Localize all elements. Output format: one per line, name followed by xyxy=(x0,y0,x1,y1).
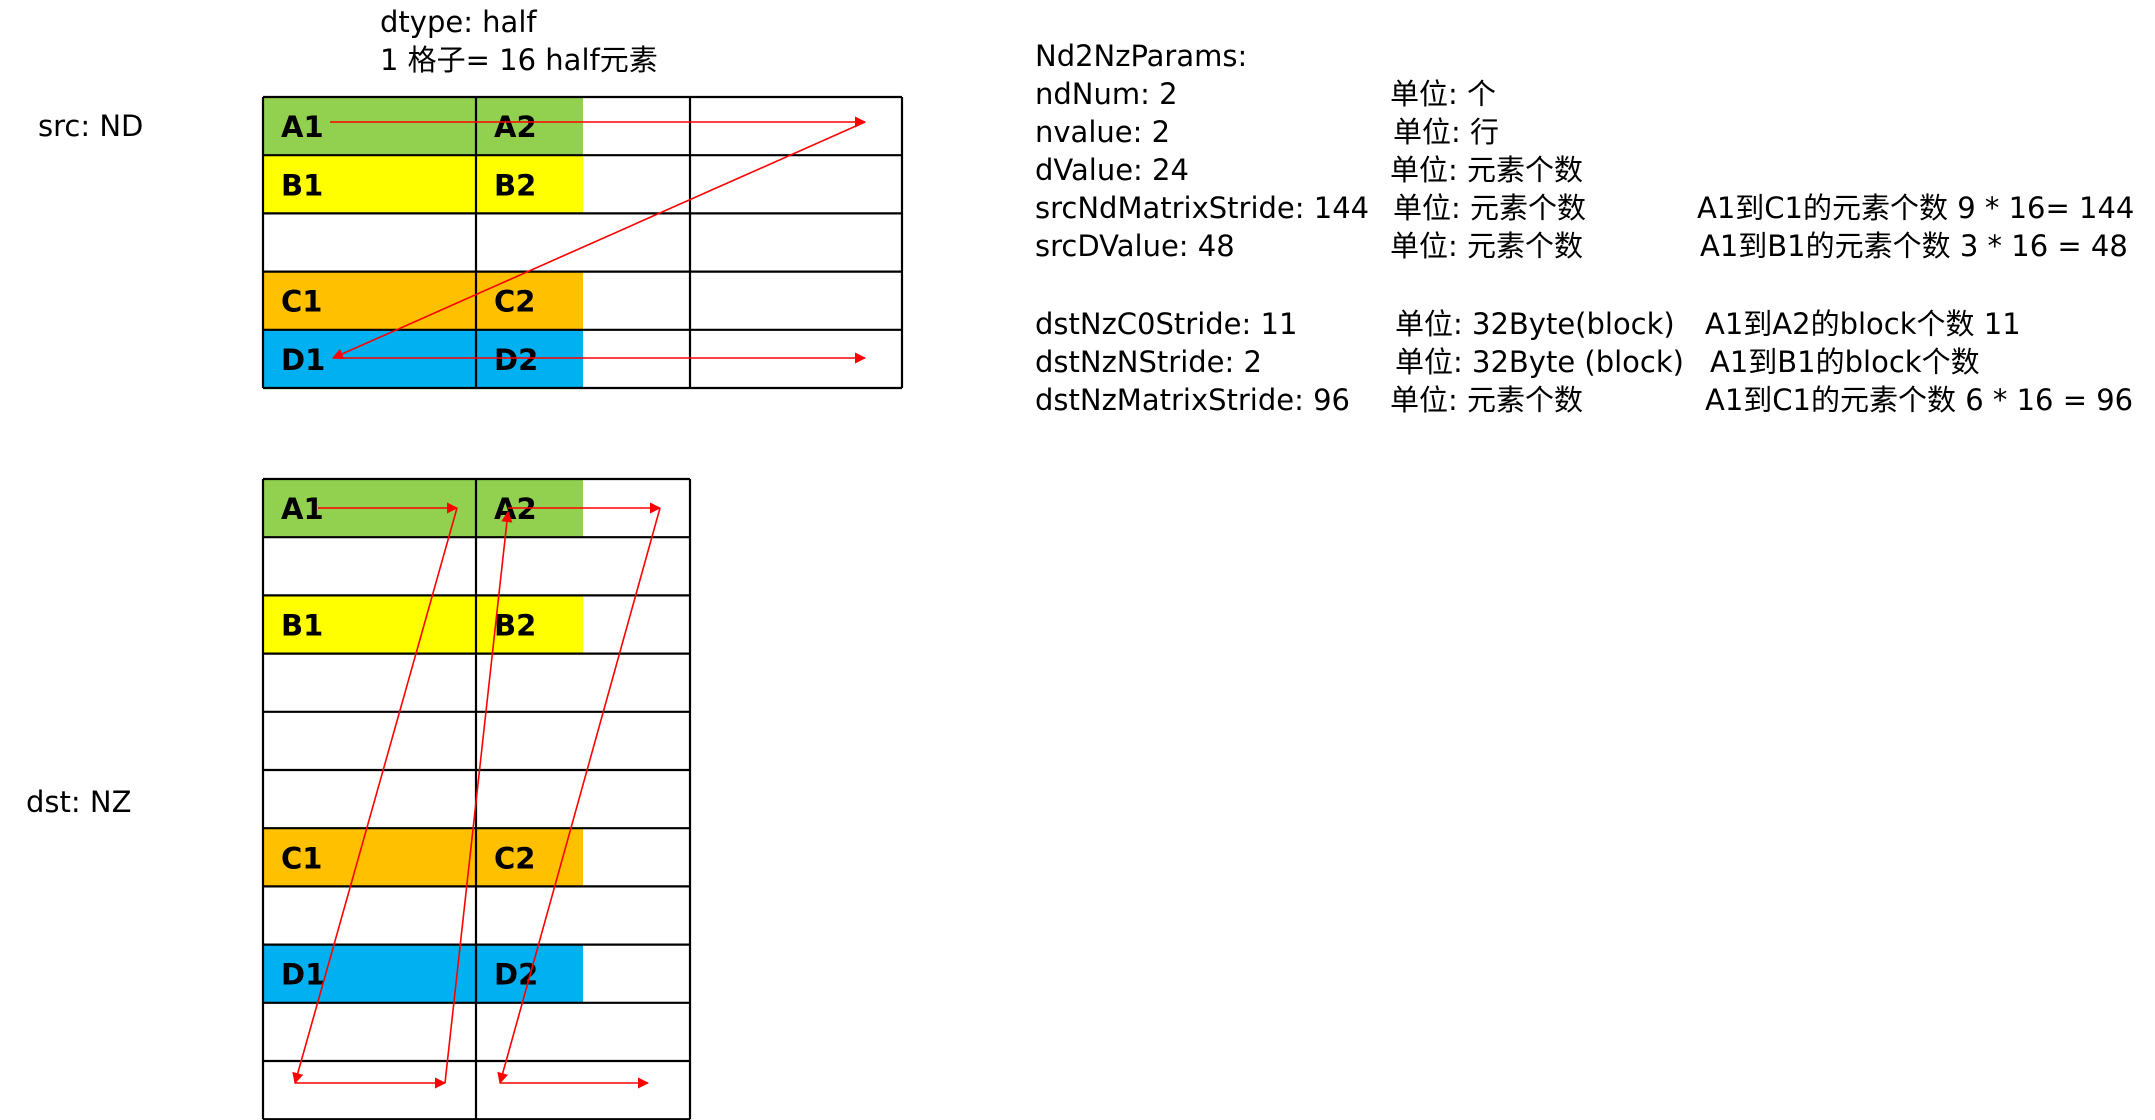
src-cell-label: D1 xyxy=(281,343,325,377)
param-unit: 单位: 元素个数 xyxy=(1390,229,1583,263)
param-unit: 单位: 元素个数 xyxy=(1390,153,1583,187)
dst-cell-label: D1 xyxy=(281,958,325,992)
param-name: dstNzC0Stride: 11 xyxy=(1035,307,1297,341)
dst-cell-label: A2 xyxy=(494,492,537,526)
param-unit: 单位: 元素个数 xyxy=(1393,191,1586,225)
dst-cell-fill xyxy=(263,944,476,1003)
param-unit: 单位: 元素个数 xyxy=(1390,383,1583,417)
cell-size-label: 1 格子= 16 half元素 xyxy=(380,43,658,77)
src-cell-fill xyxy=(263,155,476,214)
src-cell-fill xyxy=(476,329,583,388)
src-arrow-diagonal xyxy=(331,121,866,360)
dst-cell-label: A1 xyxy=(281,492,324,526)
param-name: ndNum: 2 xyxy=(1035,77,1178,111)
src-cell-label: B2 xyxy=(494,168,536,202)
dst-traversal-arrows xyxy=(292,502,662,1089)
param-unit: 单位: 32Byte (block) xyxy=(1395,345,1684,379)
param-name: srcDValue: 48 xyxy=(1035,229,1235,263)
param-note: A1到B1的元素个数 3 * 16 = 48 xyxy=(1700,229,2128,263)
dtype-label: dtype: half xyxy=(380,5,537,39)
params-block: Nd2NzParams: ndNum: 2 单位: 个 nvalue: 2 单位… xyxy=(1035,39,2134,417)
src-cell-fill xyxy=(476,271,583,330)
src-cell-label: C1 xyxy=(281,285,322,319)
src-cell-label: A1 xyxy=(281,110,324,144)
src-cell-label: D2 xyxy=(494,343,538,377)
param-name: nvalue: 2 xyxy=(1035,115,1170,149)
dst-cell-fill xyxy=(263,595,476,654)
param-unit: 单位: 行 xyxy=(1393,115,1499,149)
dst-cell-fill xyxy=(476,944,583,1003)
dst-cell-label: C1 xyxy=(281,841,322,875)
src-cell-fill xyxy=(476,97,583,156)
dst-cell-label: B2 xyxy=(494,609,536,643)
src-cell-fill xyxy=(263,271,476,330)
param-name: dstNzMatrixStride: 96 xyxy=(1035,383,1350,417)
param-name: dValue: 24 xyxy=(1035,153,1189,187)
src-cell-fill xyxy=(476,155,583,214)
src-label: src: ND xyxy=(38,109,143,143)
param-note: A1到A2的block个数 11 xyxy=(1705,307,2021,341)
param-note: A1到C1的元素个数 6 * 16 = 96 xyxy=(1705,383,2133,417)
dst-cell-fill xyxy=(263,828,476,887)
param-note: A1到C1的元素个数 9 * 16= 144 xyxy=(1697,191,2134,225)
param-unit: 单位: 32Byte(block) xyxy=(1395,307,1675,341)
dst-arrow-col2-up xyxy=(444,510,513,1084)
param-note: A1到B1的block个数 xyxy=(1710,345,1980,379)
src-cell-fill xyxy=(263,97,476,156)
src-cell-label: C2 xyxy=(494,285,535,319)
params-title: Nd2NzParams: xyxy=(1035,39,1247,73)
param-name: dstNzNStride: 2 xyxy=(1035,345,1262,379)
dst-cell-label: C2 xyxy=(494,841,535,875)
src-cell-fill xyxy=(263,329,476,388)
src-traversal-arrows xyxy=(330,116,867,364)
src-cell-label: B1 xyxy=(281,168,323,202)
dst-arrow-col1-down xyxy=(292,507,458,1085)
dst-cell-label: D2 xyxy=(494,958,538,992)
dst-cell-label: B1 xyxy=(281,609,323,643)
src-nd-matrix: A1 A2 B1 B2 C1 C2 D1 D2 xyxy=(261,95,904,390)
src-cell-label: A2 xyxy=(494,110,537,144)
param-name: srcNdMatrixStride: 144 xyxy=(1035,191,1369,225)
dst-cell-fill xyxy=(476,828,583,887)
dst-label: dst: NZ xyxy=(26,785,131,819)
param-unit: 单位: 个 xyxy=(1390,77,1496,111)
dst-nz-matrix: A1 A2 B1 B2 C1 C2 D1 D2 xyxy=(261,477,692,1120)
dst-arrow-col2-down xyxy=(497,507,661,1085)
